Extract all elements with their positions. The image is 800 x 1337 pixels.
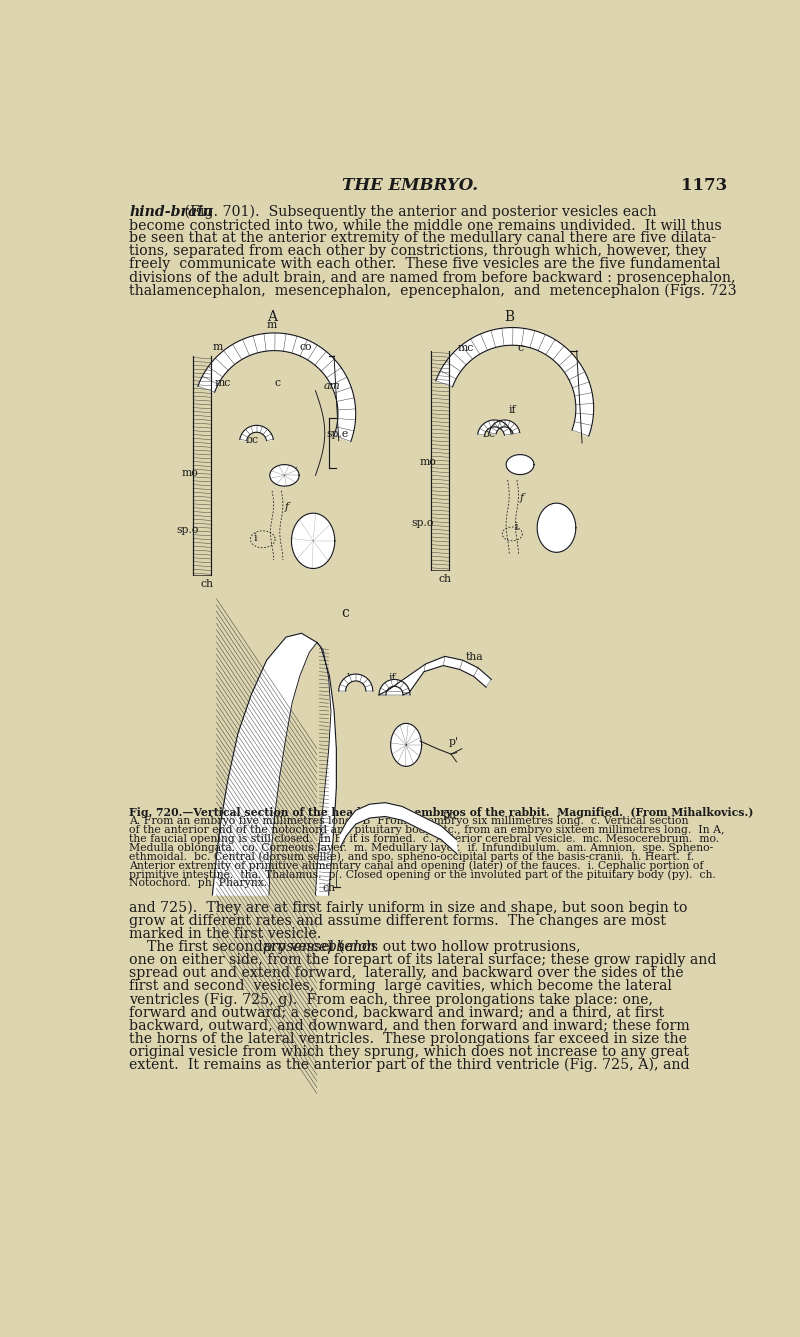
Polygon shape	[291, 513, 335, 568]
Text: (Fig. 701).  Subsequently the anterior and posterior vesicles each: (Fig. 701). Subsequently the anterior an…	[180, 205, 657, 219]
Text: original vesicle from which they sprung, which does not increase to any great: original vesicle from which they sprung,…	[130, 1044, 690, 1059]
Text: f: f	[285, 503, 289, 512]
Text: bc: bc	[246, 435, 258, 445]
Text: i: i	[514, 521, 518, 532]
Polygon shape	[270, 464, 299, 487]
Text: hind-brain: hind-brain	[130, 205, 213, 219]
Text: i: i	[254, 533, 257, 543]
Text: prosencephalon: prosencephalon	[262, 940, 377, 955]
Polygon shape	[315, 643, 336, 894]
Text: Notochord.  ph. Pharynx.: Notochord. ph. Pharynx.	[130, 878, 268, 888]
Text: c: c	[342, 606, 350, 620]
Text: mo: mo	[182, 468, 198, 477]
Text: tions, separated from each other by constrictions, through which, however, they: tions, separated from each other by cons…	[130, 245, 707, 258]
Text: ch: ch	[201, 579, 214, 590]
Polygon shape	[478, 420, 511, 435]
Text: Fig. 720.—Vertical section of the head in early embryos of the rabbit.  Magnifie: Fig. 720.—Vertical section of the head i…	[130, 808, 754, 818]
Text: spread out and extend forward,  laterally, and backward over the sides of the: spread out and extend forward, laterally…	[130, 967, 684, 980]
Text: extent.  It remains as the anterior part of the third ventricle (Fig. 725, A), a: extent. It remains as the anterior part …	[130, 1058, 690, 1072]
Text: py: py	[398, 730, 411, 739]
Text: THE EMBRYO.: THE EMBRYO.	[342, 178, 478, 194]
Text: thalamencephalon,  mesencephalon,  epencephalon,  and  metencephalon (Figs. 723: thalamencephalon, mesencephalon, epencep…	[130, 283, 737, 298]
Text: and 725).  They are at first fairly uniform in size and shape, but soon begin to: and 725). They are at first fairly unifo…	[130, 901, 688, 916]
Polygon shape	[506, 455, 534, 475]
Polygon shape	[212, 634, 317, 894]
Text: freely  communicate with each other.  These five vesicles are the five fundament: freely communicate with each other. Thes…	[130, 258, 721, 271]
Text: h: h	[546, 539, 553, 550]
Text: m: m	[212, 342, 222, 352]
Text: forward and outward; a second, backward and inward; and a third, at first: forward and outward; a second, backward …	[130, 1005, 665, 1020]
Polygon shape	[379, 656, 491, 695]
Text: am: am	[323, 381, 340, 390]
Text: divisions of the adult brain, and are named from before backward : prosencephalo: divisions of the adult brain, and are na…	[130, 270, 736, 285]
Text: mc: mc	[458, 342, 474, 353]
Text: py: py	[518, 455, 531, 464]
Text: py: py	[285, 465, 298, 476]
Text: become constricted into two, while the middle one remains undivided.  It will th: become constricted into two, while the m…	[130, 218, 722, 233]
Polygon shape	[537, 503, 576, 552]
Text: ph: ph	[442, 810, 457, 821]
Polygon shape	[240, 425, 274, 440]
Text: h: h	[303, 555, 310, 564]
Text: tha: tha	[466, 652, 483, 662]
Text: A. From an embryo five millimetres long.  B  From an embryo six millimetres long: A. From an embryo five millimetres long.…	[130, 816, 689, 826]
Text: grow at different rates and assume different forms.  The changes are most: grow at different rates and assume diffe…	[130, 915, 666, 928]
Text: first and second  vesicles, forming  large cavities, which become the lateral: first and second vesicles, forming large…	[130, 979, 672, 993]
Text: c: c	[518, 342, 524, 353]
Text: The first secondary vessel (: The first secondary vessel (	[130, 940, 345, 955]
Text: the horns of the lateral ventricles.  These prolongations far exceed in size the: the horns of the lateral ventricles. The…	[130, 1032, 687, 1046]
Text: bc: bc	[483, 429, 496, 439]
Text: mc: mc	[214, 377, 231, 388]
Text: sp.o: sp.o	[176, 525, 198, 535]
Text: ) sends out two hollow protrusions,: ) sends out two hollow protrusions,	[327, 940, 581, 955]
Polygon shape	[490, 420, 520, 435]
Text: Anterior extremity of primitive alimentary canal and opening (later) of the fauc: Anterior extremity of primitive alimenta…	[130, 861, 704, 870]
Polygon shape	[390, 723, 422, 766]
Text: f: f	[520, 493, 524, 503]
Text: B: B	[504, 310, 514, 324]
Text: ch: ch	[438, 574, 452, 584]
Polygon shape	[338, 674, 373, 691]
Text: bc: bc	[346, 674, 359, 683]
Text: the faucial opening is still closed.  In B, it is formed.  c. Anterior cerebral : the faucial opening is still closed. In …	[130, 834, 719, 844]
Text: 1173: 1173	[682, 178, 727, 194]
Polygon shape	[198, 333, 356, 441]
Text: ch: ch	[322, 884, 335, 893]
Text: A: A	[267, 310, 277, 324]
Text: primitive intestine.  tha. Thalamus.  p’. Closed opening or the involuted part o: primitive intestine. tha. Thalamus. p’. …	[130, 869, 716, 880]
Text: backward, outward, and downward, and then forward and inward; these form: backward, outward, and downward, and the…	[130, 1019, 690, 1032]
Text: sp.o: sp.o	[411, 519, 434, 528]
Text: p': p'	[449, 737, 459, 747]
Text: if: if	[388, 674, 396, 683]
Text: one on either side, from the forepart of its lateral surface; these grow rapidly: one on either side, from the forepart of…	[130, 953, 717, 967]
Polygon shape	[340, 802, 457, 853]
Text: if: if	[509, 405, 516, 414]
Polygon shape	[436, 328, 594, 436]
Text: mo: mo	[419, 457, 436, 467]
Text: of the anterior end of the notochord and pituitary body, etc., from an embryo si: of the anterior end of the notochord and…	[130, 825, 725, 834]
Text: ventricles (Fig. 725, g).  From each, three prolongations take place: one,: ventricles (Fig. 725, g). From each, thr…	[130, 992, 654, 1007]
Text: Medulla oblongata.  co. Corneous layer.  m. Medullary layer.  if. Infundibulum. : Medulla oblongata. co. Corneous layer. m…	[130, 842, 714, 853]
Text: be seen that at the anterior extremity of the medullary canal there are five dil: be seen that at the anterior extremity o…	[130, 231, 717, 245]
Text: c: c	[274, 377, 280, 388]
Text: sp.e: sp.e	[326, 429, 349, 439]
Text: m: m	[266, 320, 277, 330]
Text: ethmoidal.  bc. Central (dorsum sellæ), and spo. spheno-occipital parts of the b: ethmoidal. bc. Central (dorsum sellæ), a…	[130, 852, 694, 862]
Text: marked in the first vesicle.: marked in the first vesicle.	[130, 927, 322, 941]
Polygon shape	[379, 679, 410, 695]
Text: co: co	[300, 342, 313, 352]
